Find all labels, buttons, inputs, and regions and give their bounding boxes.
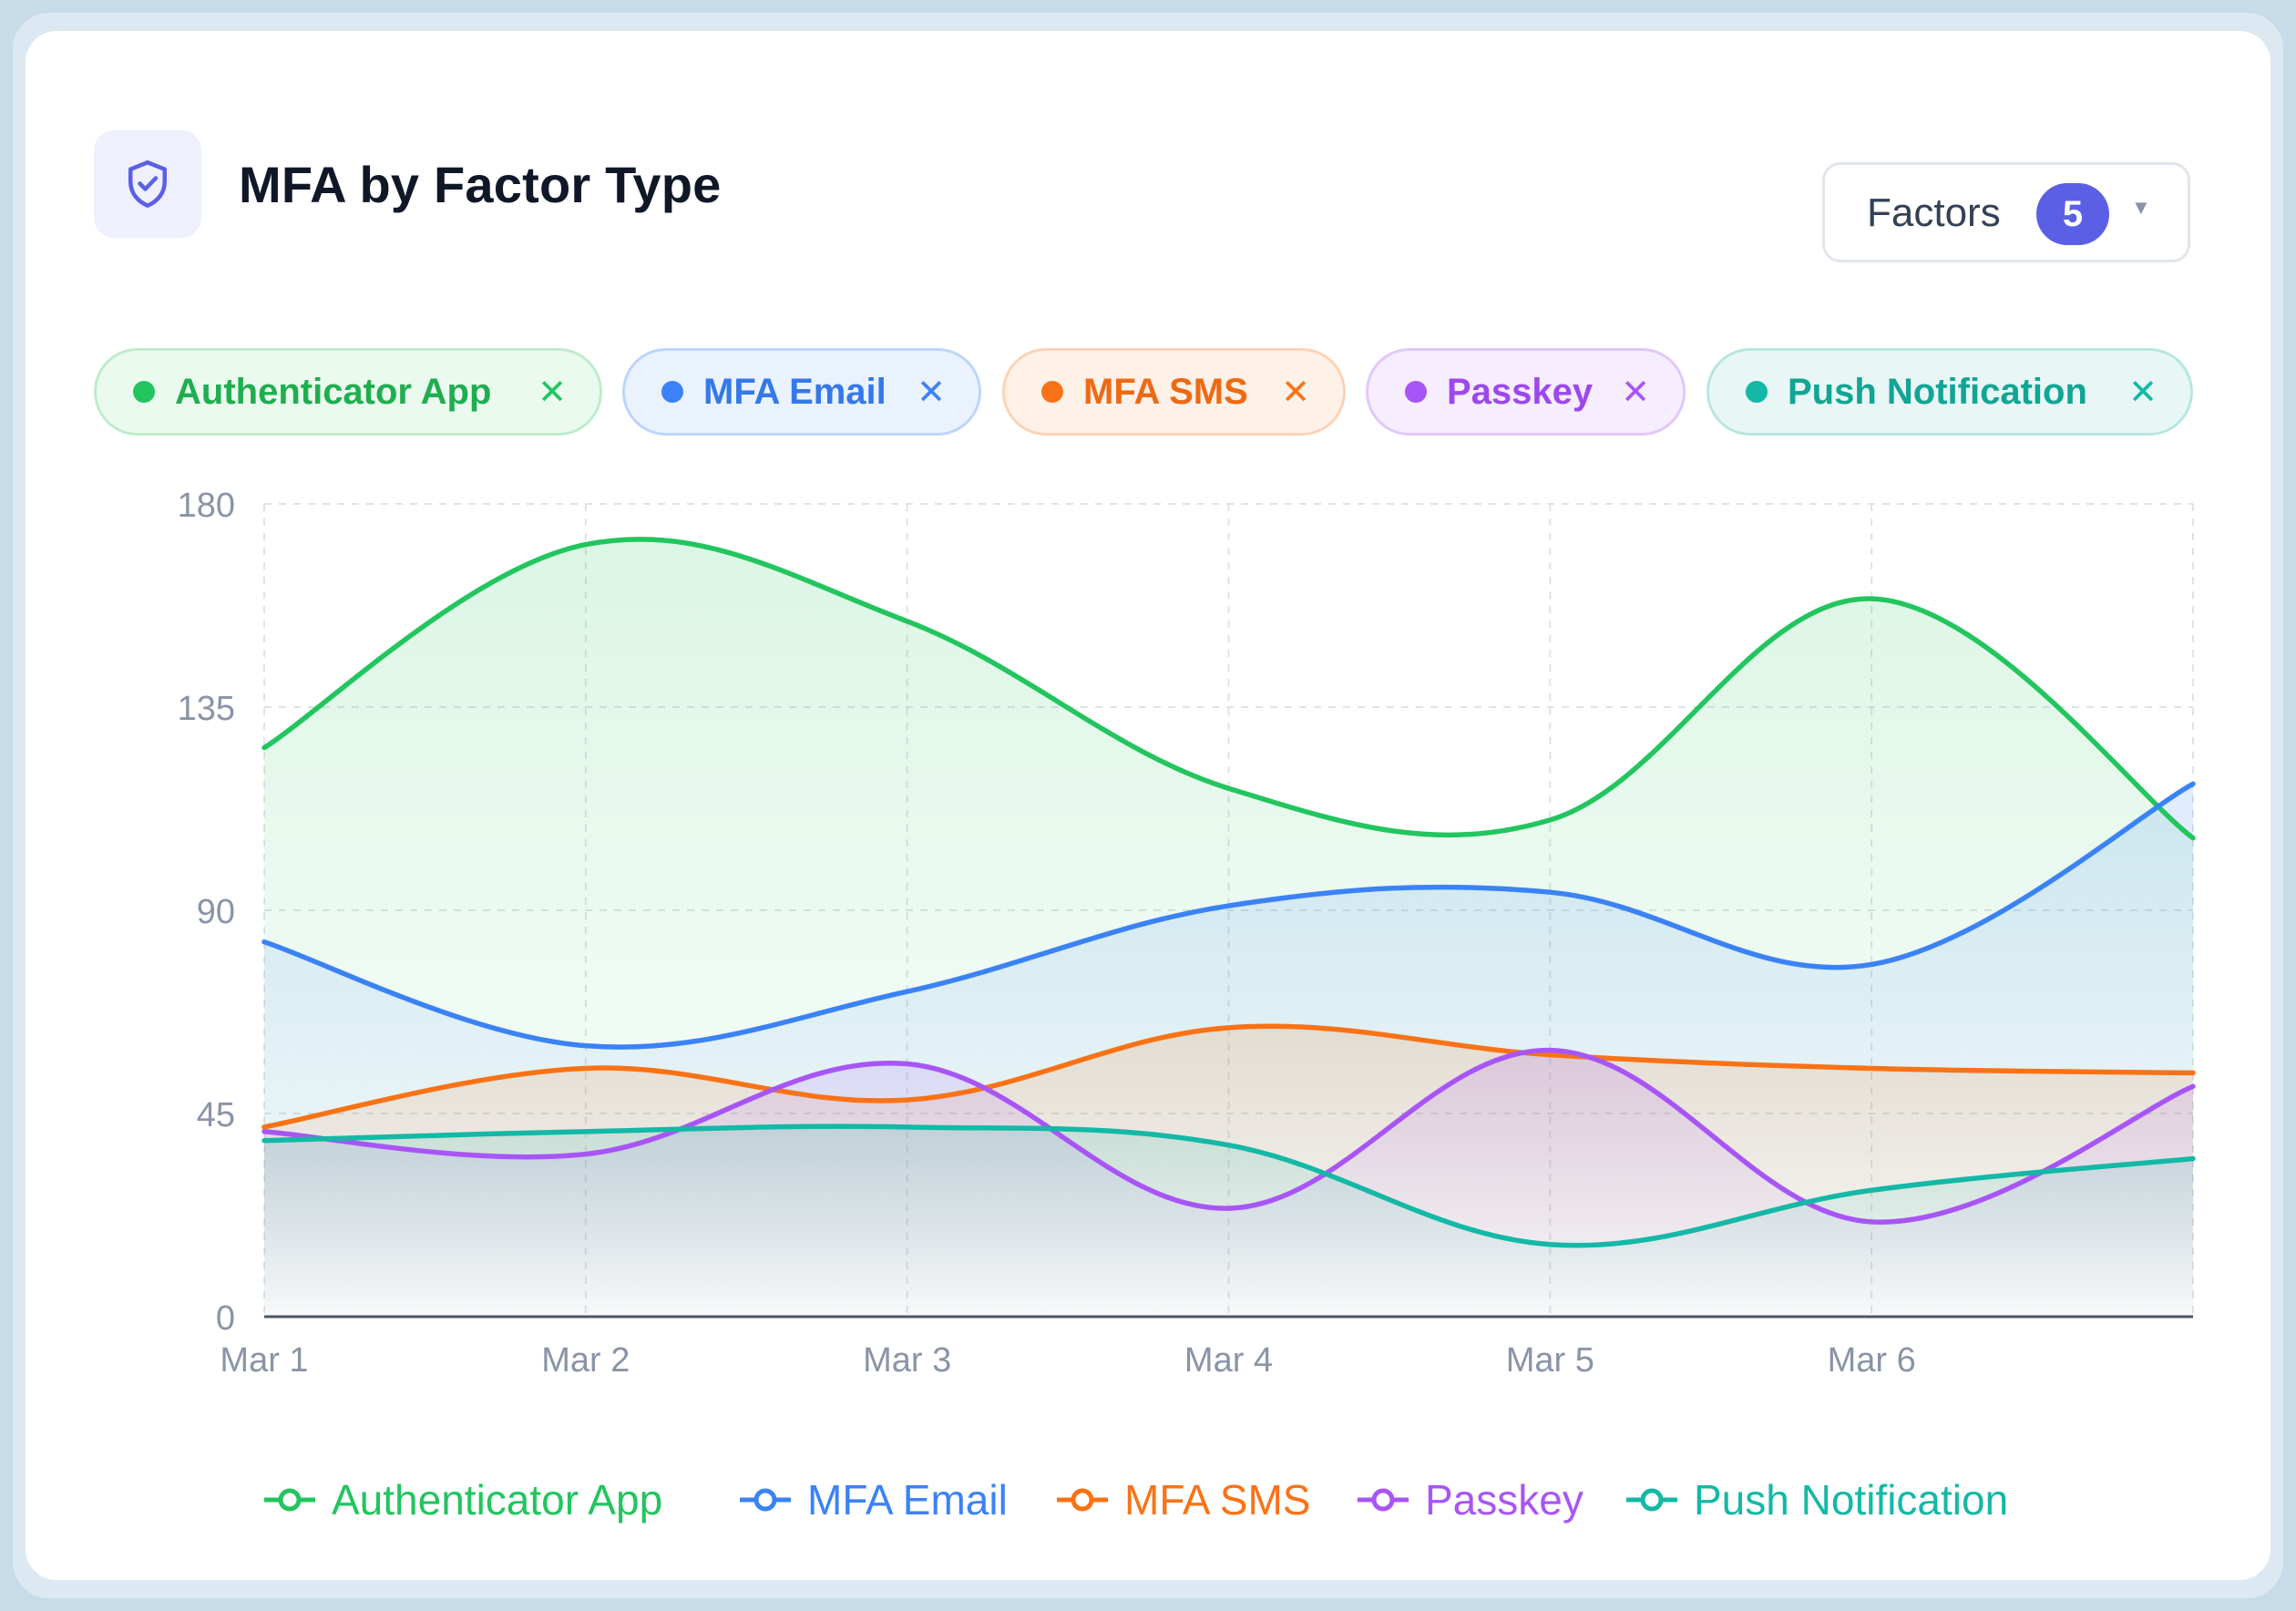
legend-item[interactable]: MFA SMS (1057, 1476, 1310, 1524)
area-push-notification (264, 1126, 2193, 1317)
chip-label: MFA SMS (1083, 371, 1248, 412)
legend-item[interactable]: Push Notification (1626, 1476, 2008, 1524)
y-tick-label: 135 (178, 690, 235, 728)
close-icon[interactable]: ✕ (1281, 373, 1310, 412)
x-tick-label: Mar 2 (541, 1341, 630, 1380)
chip-label: Authenticator App (175, 371, 492, 412)
chip-label: MFA Email (703, 371, 887, 412)
factors-label: Factors (1867, 190, 2001, 235)
legend-swatch-marker (753, 1488, 777, 1512)
close-icon[interactable]: ✕ (1621, 373, 1650, 412)
line-authenticator-app (261, 537, 2196, 841)
chip-push-notification[interactable]: Push Notification ✕ (1707, 348, 2193, 436)
line-mfa-sms (261, 1023, 2196, 1130)
chart-title: MFA by Factor Type (239, 156, 722, 213)
y-tick-label: 0 (216, 1299, 235, 1338)
x-tick-label: Mar 1 (220, 1341, 308, 1380)
x-tick-label: Mar 3 (863, 1341, 951, 1380)
series-lines (261, 537, 2196, 1248)
chip-dot (1041, 381, 1063, 403)
chip-dot (1746, 381, 1768, 403)
legend-label: Authenticator App (332, 1476, 662, 1524)
chip-label: Passkey (1447, 371, 1594, 412)
chip-dot (1405, 381, 1427, 403)
factors-count-badge: 5 (2036, 183, 2109, 245)
chip-label: Push Notification (1788, 371, 2087, 412)
legend-swatch-marker (1371, 1488, 1395, 1512)
line-passkey (261, 1047, 2196, 1225)
chip-dot (133, 381, 155, 403)
x-tick-label: Mar 6 (1828, 1341, 1916, 1380)
y-tick-label: 45 (197, 1096, 235, 1134)
y-tick-label: 180 (178, 487, 235, 525)
legend: Authenticator App MFA Email MFA SMS Passkey… (264, 1476, 2008, 1524)
legend-item[interactable]: Passkey (1358, 1476, 1584, 1524)
line-mfa-email (261, 781, 2196, 1050)
x-tick-label: Mar 5 (1506, 1341, 1594, 1380)
legend-label: MFA SMS (1124, 1476, 1310, 1524)
chip-authenticator-app[interactable]: Authenticator App ✕ (94, 348, 602, 436)
close-icon[interactable]: ✕ (2128, 373, 2158, 412)
legend-swatch-marker (278, 1488, 302, 1512)
legend-item[interactable]: Authenticator App (264, 1476, 662, 1524)
series-areas (264, 539, 2193, 1317)
line-push-notification (261, 1124, 2196, 1248)
legend-label: Passkey (1425, 1476, 1584, 1524)
chip-mfa-email[interactable]: MFA Email ✕ (622, 348, 981, 436)
close-icon[interactable]: ✕ (917, 373, 946, 412)
legend-item[interactable]: MFA Email (740, 1476, 1008, 1524)
factors-dropdown-button[interactable]: Factors 5 ▼ (1822, 162, 2190, 262)
chip-mfa-sms[interactable]: MFA SMS ✕ (1002, 348, 1346, 436)
y-tick-label: 90 (197, 893, 235, 931)
chevron-down-icon: ▼ (2131, 196, 2151, 219)
close-icon[interactable]: ✕ (538, 373, 567, 412)
shield-check-icon (94, 130, 201, 238)
legend-swatch-marker (1640, 1488, 1664, 1512)
chip-dot (661, 381, 683, 403)
chip-passkey[interactable]: Passkey ✕ (1366, 348, 1686, 436)
x-tick-label: Mar 4 (1184, 1341, 1273, 1380)
legend-label: MFA Email (807, 1476, 1008, 1524)
legend-swatch-marker (1071, 1488, 1094, 1512)
legend-label: Push Notification (1694, 1476, 2008, 1524)
